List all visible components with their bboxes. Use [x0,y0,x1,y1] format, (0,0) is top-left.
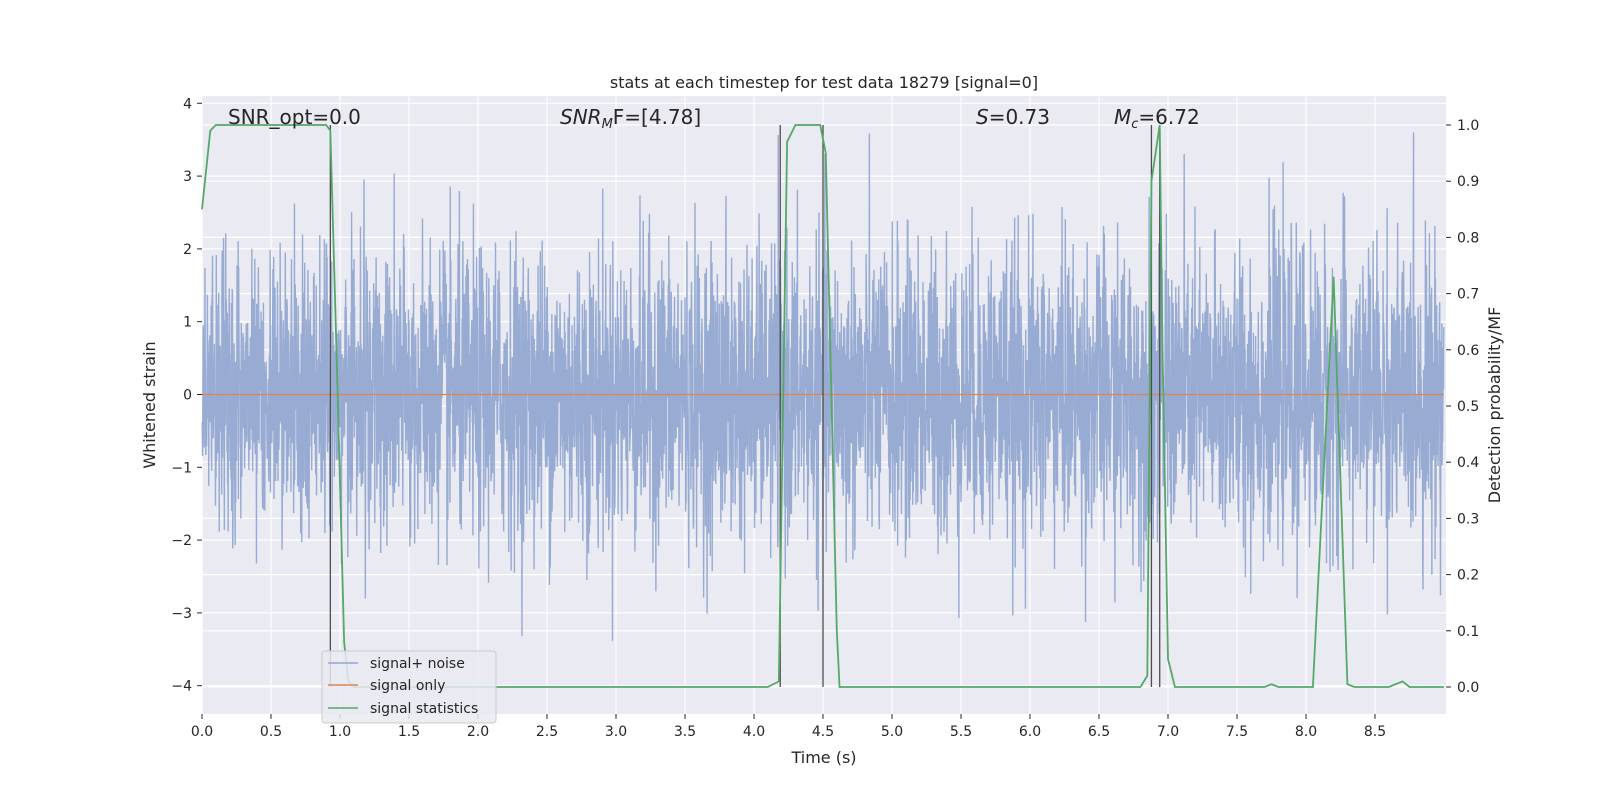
x-tick-label: 8.5 [1364,724,1386,740]
x-axis-label: Time (s) [790,748,856,767]
x-tick-label: 0.5 [260,724,282,740]
legend: signal+ noise signal only signal statist… [321,650,497,724]
x-tick-label: 2.0 [467,724,489,740]
y-left-tick-label: 1 [183,315,192,331]
y-left-tick-label: −1 [171,460,192,476]
x-tick-label: 1.0 [329,724,351,740]
y-right-tick-label: 0.2 [1457,568,1479,584]
x-tick-label: 2.5 [536,724,558,740]
y-right-tick-label: 1.0 [1457,118,1479,134]
y-left-tick-label: 3 [183,169,192,185]
y-right-axis-label: Detection probability/MF [1485,307,1504,504]
x-tick-label: 3.0 [605,724,627,740]
y-right-tick-label: 0.8 [1457,230,1479,246]
x-tick-label: 4.0 [743,724,765,740]
annotation-mc: Mc=6.72 [1114,105,1200,132]
y-right-tick-label: 0.6 [1457,343,1479,359]
x-tick-label: 5.5 [950,724,972,740]
chart-title: stats at each timestep for test data 182… [610,73,1038,92]
y-right-tick-label: 0.0 [1457,680,1479,696]
series-signal-statistics [201,124,1444,688]
y-left-tick-label: −4 [171,679,192,695]
legend-box [321,650,497,724]
y-left-tick-label: 0 [183,388,192,404]
y-right-tick-label: 0.7 [1457,287,1479,303]
y-left-axis-label: Whitened strain [140,341,159,468]
x-axis-ticks: 0.0 0.5 1.0 1.5 2.0 2.5 3.0 3.5 4.0 4.5 5.0 5.5 6.0 6… [191,714,1386,740]
y-right-tick-label: 0.1 [1457,624,1479,640]
y-left-axis-ticks: 4 3 2 1 0 −1 −2 −3 −4 [171,96,202,695]
x-tick-label: 7.5 [1226,724,1248,740]
annotation-s: S=0.73 [976,105,1050,129]
y-right-tick-label: 0.5 [1457,399,1479,415]
legend-label-signal-noise: signal+ noise [370,656,465,672]
y-right-tick-label: 0.9 [1457,174,1479,190]
legend-label-signal-statistics: signal statistics [370,701,478,717]
annotation-snr-opt: SNR_opt=0.0 [228,105,361,129]
x-tick-label: 0.0 [191,724,213,740]
legend-label-signal-only: signal only [370,678,445,694]
line-signal-statistics [201,124,1444,688]
y-right-tick-label: 0.3 [1457,511,1479,527]
y-left-tick-label: 2 [183,242,192,258]
y-left-tick-label: −3 [171,606,192,622]
x-tick-label: 1.5 [398,724,420,740]
x-tick-label: 4.5 [812,724,834,740]
x-tick-label: 7.0 [1157,724,1179,740]
x-tick-label: 8.0 [1295,724,1317,740]
y-left-tick-label: −2 [171,533,192,549]
x-tick-label: 6.5 [1088,724,1110,740]
y-left-tick-label: 4 [183,96,192,112]
x-tick-label: 3.5 [674,724,696,740]
y-right-axis-ticks: 1.0 0.9 0.8 0.7 0.6 0.5 0.4 0.3 0.2 0.1 0.0 [1446,118,1479,696]
y-right-tick-label: 0.4 [1457,455,1479,471]
annotation-snr-mf: SNRMF=[4.78] [560,105,701,132]
x-tick-label: 5.0 [881,724,903,740]
x-tick-label: 6.0 [1019,724,1041,740]
